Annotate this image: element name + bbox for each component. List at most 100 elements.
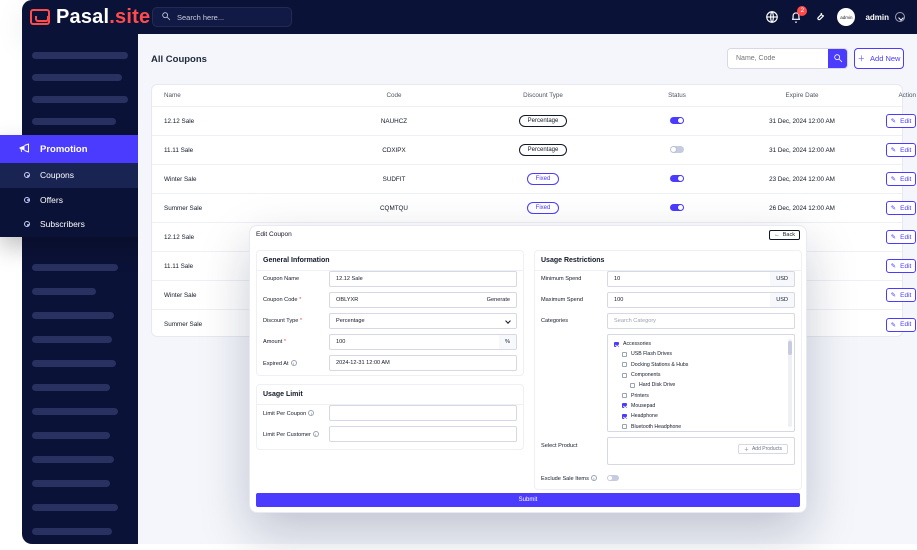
- info-icon: i: [308, 409, 315, 416]
- minimum-spend-row: Minimum Spend 10 USD: [541, 271, 795, 287]
- coupon-filter: [727, 48, 848, 69]
- categories-row: Categories Search Category: [541, 313, 795, 329]
- discount-type-badge: Fixed: [526, 202, 560, 214]
- category-tree-scrollbar[interactable]: [788, 339, 792, 427]
- brand[interactable]: Pasal.site: [30, 6, 150, 28]
- sidebar-item-label: Coupons: [40, 170, 75, 181]
- discount-type-badge: Percentage: [518, 115, 568, 127]
- edit-button[interactable]: ✎ Edit: [886, 143, 916, 157]
- edit-button[interactable]: ✎ Edit: [886, 230, 916, 244]
- cell-action: ✎ Edit: [872, 201, 916, 215]
- checkbox-icon[interactable]: [622, 403, 627, 409]
- cell-action: ✎ Edit: [872, 230, 916, 244]
- discount-type-row: Discount Type * Percentage: [263, 313, 517, 329]
- limit-per-customer-input[interactable]: [329, 426, 517, 442]
- category-item[interactable]: Headphone: [614, 411, 788, 421]
- status-toggle[interactable]: [670, 145, 684, 153]
- cell-status: [622, 145, 732, 155]
- checkbox-icon[interactable]: [630, 382, 635, 388]
- status-toggle[interactable]: [670, 116, 684, 124]
- notifications-icon[interactable]: 2: [789, 6, 808, 24]
- category-item[interactable]: Printers: [614, 390, 788, 400]
- coupon-name-input[interactable]: 12.12 Sale: [329, 271, 517, 287]
- back-button[interactable]: ← Back: [769, 230, 800, 240]
- add-new-button[interactable]: ＋ Add New: [854, 48, 904, 69]
- promotion-menu-header[interactable]: Promotion: [0, 135, 160, 163]
- sidebar-skeleton-row: [32, 504, 118, 511]
- sidebar-item-offers[interactable]: Offers: [0, 188, 160, 213]
- edit-coupon-modal: Edit Coupon ← Back General Information C…: [249, 225, 807, 513]
- checkbox-icon[interactable]: [622, 372, 627, 378]
- category-item[interactable]: Hard Disk Drive: [614, 380, 788, 390]
- minimum-spend-input[interactable]: 10: [607, 271, 771, 287]
- add-new-label: Add New: [870, 54, 901, 63]
- coupon-filter-button[interactable]: [828, 49, 847, 68]
- coupon-filter-input[interactable]: [728, 49, 828, 68]
- global-search[interactable]: Search here...: [152, 7, 292, 27]
- maximum-spend-input[interactable]: 100: [607, 292, 771, 308]
- category-item[interactable]: Docking Stations & Hubs: [614, 360, 788, 370]
- limit-per-coupon-input[interactable]: [329, 405, 517, 421]
- edit-button[interactable]: ✎ Edit: [886, 114, 916, 128]
- expired-at-input[interactable]: 2024-12-31 12:00 AM: [329, 355, 517, 371]
- promotion-menu: Promotion Coupons Offers Subscribers: [0, 135, 160, 237]
- sidebar-item-coupons[interactable]: Coupons: [0, 163, 160, 188]
- page-title: All Coupons: [151, 54, 207, 65]
- sidebar-skeleton-row: [32, 264, 118, 271]
- checkbox-icon[interactable]: [622, 424, 627, 430]
- category-item[interactable]: Accessories: [614, 339, 788, 349]
- exclude-sale-items-toggle[interactable]: [607, 475, 619, 481]
- edit-label: Edit: [900, 233, 912, 241]
- pencil-icon: ✎: [890, 205, 897, 212]
- coupon-code-input[interactable]: OBLYXR: [329, 292, 481, 308]
- category-tree[interactable]: Accessories USB Flash Drives Docking Sta…: [607, 334, 795, 432]
- cell-discount-type: Percentage: [464, 144, 622, 156]
- checkbox-icon[interactable]: [614, 341, 619, 347]
- coupon-code-label: Coupon Code *: [263, 297, 321, 303]
- submit-button[interactable]: Submit: [256, 493, 800, 507]
- cell-name: Winter Sale: [164, 291, 197, 299]
- wrench-icon[interactable]: [813, 10, 827, 24]
- cell-name: 11.11 Sale: [164, 262, 194, 270]
- category-item[interactable]: USB Flash Drives: [614, 349, 788, 359]
- globe-icon[interactable]: [765, 10, 779, 24]
- category-item[interactable]: Bluetooth Headphone: [614, 421, 788, 431]
- edit-button[interactable]: ✎ Edit: [886, 201, 916, 215]
- cell-expire-date: 26 Dec, 2024 12:00 AM: [769, 204, 835, 212]
- general-information-title: General Information: [257, 251, 523, 271]
- radio-dot-icon: [24, 196, 30, 203]
- edit-button[interactable]: ✎ Edit: [886, 259, 916, 273]
- cart-logo-icon: [30, 9, 50, 25]
- sidebar-skeleton-row: [32, 360, 116, 367]
- cell-action: ✎ Edit: [872, 288, 916, 302]
- status-toggle[interactable]: [670, 203, 684, 211]
- exclude-sale-items-label: Exclude Sale Items i: [541, 474, 599, 482]
- sidebar-item-subscribers[interactable]: Subscribers: [0, 212, 160, 237]
- category-item[interactable]: Mousepad: [614, 401, 788, 411]
- select-product-box[interactable]: ＋ Add Products: [607, 437, 795, 465]
- edit-label: Edit: [900, 204, 912, 212]
- table-row: 12.12 Sale NAUHCZ Percentage 31 Dec, 202…: [152, 107, 916, 136]
- user-menu[interactable]: admin: [865, 12, 905, 22]
- discount-type-select[interactable]: Percentage: [329, 313, 517, 329]
- limit-per-customer-label: Limit Per Customer i: [263, 430, 321, 438]
- add-products-button[interactable]: ＋ Add Products: [737, 444, 788, 454]
- category-item[interactable]: Components: [614, 370, 788, 380]
- generate-button[interactable]: Generate: [480, 292, 517, 308]
- minimum-spend-label-text: Minimum Spend: [541, 276, 582, 282]
- category-search-input[interactable]: Search Category: [607, 313, 795, 329]
- avatar[interactable]: admin: [837, 8, 856, 26]
- amount-input[interactable]: 100: [329, 334, 500, 350]
- promotion-label: Promotion: [40, 143, 88, 155]
- sidebar-skeleton-row: [32, 74, 122, 81]
- checkbox-icon[interactable]: [622, 393, 627, 399]
- edit-button[interactable]: ✎ Edit: [886, 288, 916, 302]
- checkbox-icon[interactable]: [622, 351, 627, 357]
- limit-per-coupon-row: Limit Per Coupon i: [263, 405, 517, 421]
- cell-action: ✎ Edit: [872, 114, 916, 128]
- edit-button[interactable]: ✎ Edit: [886, 172, 916, 186]
- edit-button[interactable]: ✎ Edit: [886, 317, 916, 332]
- checkbox-icon[interactable]: [622, 362, 627, 368]
- checkbox-icon[interactable]: [622, 413, 627, 419]
- status-toggle[interactable]: [670, 174, 684, 182]
